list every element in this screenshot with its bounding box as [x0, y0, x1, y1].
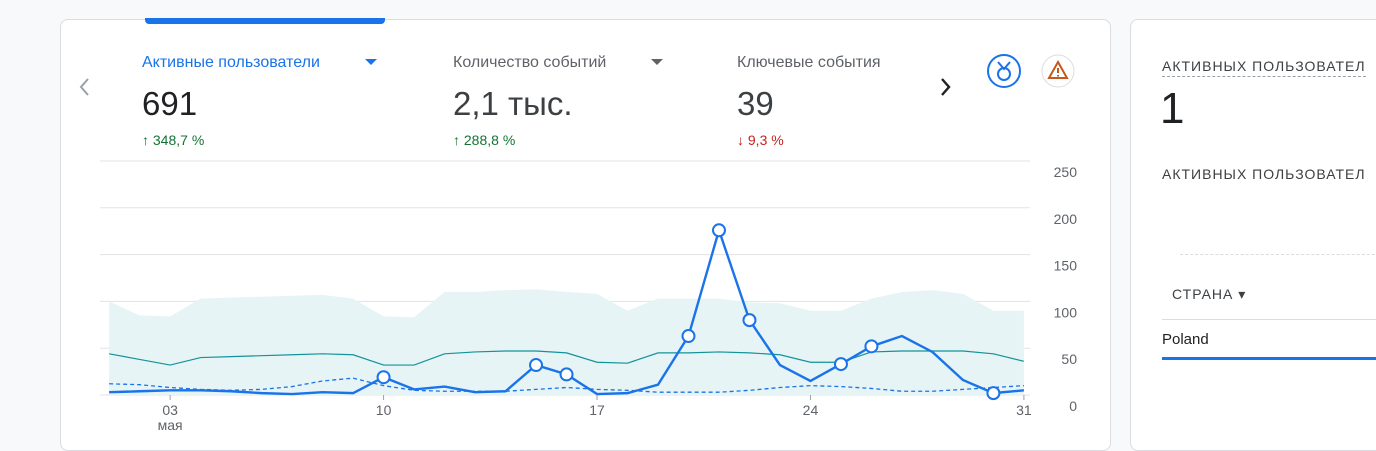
- y-tick-label: 0: [1069, 398, 1077, 414]
- change-text: 348,7 %: [152, 132, 205, 148]
- change-text: 288,8 %: [463, 132, 516, 148]
- prev-button[interactable]: [76, 76, 94, 98]
- y-tick-label: 150: [1054, 258, 1078, 274]
- dropdown-icon[interactable]: [650, 57, 664, 67]
- metric-change: ↑ 288,8 %: [453, 132, 516, 148]
- divider: [1180, 254, 1376, 255]
- column-text[interactable]: СТРАНА: [1172, 286, 1234, 302]
- row-bar: [1162, 357, 1376, 360]
- tab-indicator: [145, 18, 385, 24]
- x-tick-sublabel: мая: [158, 417, 183, 430]
- anomaly-marker: [529, 358, 544, 373]
- metric-value: 691: [142, 85, 198, 122]
- anomaly-marker: [376, 370, 391, 385]
- page: Активные пользователи Количество событий…: [60, 18, 1376, 451]
- anomaly-marker: [711, 223, 726, 238]
- insights-icon[interactable]: [986, 53, 1022, 89]
- x-tick-label: 17: [589, 402, 605, 418]
- tab-label[interactable]: Ключевые события: [737, 54, 881, 71]
- metric-value: 39: [737, 85, 774, 122]
- y-tick-label: 200: [1054, 211, 1078, 227]
- anomaly-marker: [986, 386, 1001, 401]
- tab-label[interactable]: Количество событий: [453, 54, 607, 71]
- side-subtitle: АКТИВНЫХ ПОЛЬЗОВАТЕЛ: [1162, 166, 1366, 182]
- anomaly-marker: [864, 339, 879, 354]
- chart: 0 50 100 150 200 250 03 10 17 24 31 мая: [100, 160, 1078, 430]
- x-tick-label: 24: [803, 402, 819, 418]
- y-tick-label: 100: [1054, 304, 1078, 320]
- anomaly-marker: [559, 367, 574, 382]
- x-tick-label: 03: [162, 402, 178, 418]
- warning-icon[interactable]: [1040, 53, 1076, 89]
- metric-value: 2,1 тыс.: [453, 85, 573, 122]
- dropdown-icon[interactable]: [364, 57, 378, 67]
- anomaly-marker: [833, 357, 848, 372]
- x-tick-label: 31: [1016, 402, 1032, 418]
- table-row: Poland: [1162, 331, 1209, 348]
- expected-band: [109, 289, 1024, 395]
- divider: [1162, 319, 1376, 320]
- side-title[interactable]: АКТИВНЫХ ПОЛЬЗОВАТЕЛ: [1162, 58, 1366, 77]
- metric-change: ↑ 348,7 %: [142, 132, 205, 148]
- column-header[interactable]: СТРАНА ▾: [1172, 286, 1247, 302]
- change-text: 9,3 %: [747, 132, 784, 148]
- x-tick-label: 10: [376, 402, 392, 418]
- anomaly-marker: [681, 329, 696, 344]
- y-tick-label: 50: [1061, 351, 1077, 367]
- side-card: [1130, 19, 1376, 451]
- side-value: 1: [1160, 84, 1185, 133]
- anomaly-marker: [742, 313, 757, 328]
- y-tick-label: 250: [1054, 164, 1078, 180]
- series-line: [109, 377, 1024, 393]
- tab-label[interactable]: Активные пользователи: [142, 54, 320, 71]
- metric-change: ↓ 9,3 %: [737, 132, 784, 148]
- next-button[interactable]: [936, 76, 954, 98]
